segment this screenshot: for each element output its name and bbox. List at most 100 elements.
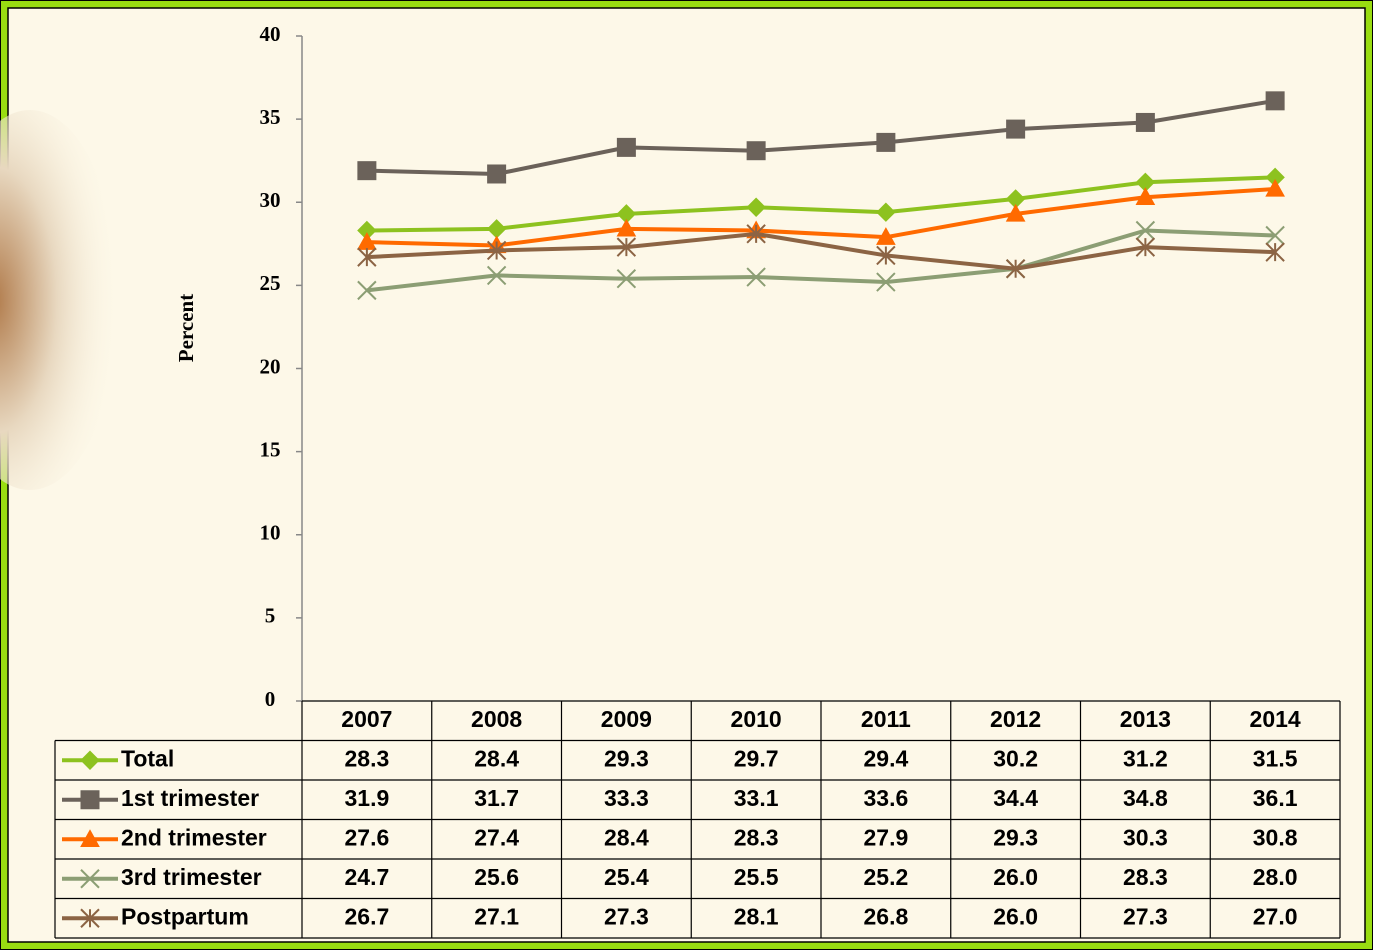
series-line xyxy=(366,175,1276,233)
marker xyxy=(616,218,637,237)
legend-marker xyxy=(80,869,100,889)
marker xyxy=(1265,242,1285,262)
table-value: 27.4 xyxy=(474,824,519,850)
table-value: 28.0 xyxy=(1253,864,1298,890)
y-axis-label: Percent xyxy=(174,294,198,362)
x-tick-label: 2011 xyxy=(861,706,911,732)
legend-label: 3rd trimester xyxy=(121,864,262,890)
y-tick-label: 10 xyxy=(260,521,281,545)
table-value: 28.3 xyxy=(734,824,779,850)
x-tick-label: 2013 xyxy=(1120,706,1171,732)
y-tick-label: 5 xyxy=(265,604,276,628)
table-value: 36.1 xyxy=(1253,785,1298,811)
marker xyxy=(746,197,766,217)
table-value: 29.3 xyxy=(604,745,649,771)
series-line xyxy=(366,186,1276,248)
marker xyxy=(1005,203,1026,222)
marker xyxy=(746,224,766,244)
y-tick-label: 35 xyxy=(260,105,281,129)
legend-marker xyxy=(80,750,100,770)
table-value: 30.3 xyxy=(1123,824,1168,850)
marker xyxy=(876,245,896,266)
table-value: 29.3 xyxy=(993,824,1038,850)
table-value: 28.4 xyxy=(604,824,649,850)
x-tick-label: 2014 xyxy=(1250,706,1301,732)
table-value: 26.0 xyxy=(993,864,1038,890)
table-value: 25.5 xyxy=(734,864,779,890)
legend-marker xyxy=(80,790,100,810)
y-tick-label: 40 xyxy=(260,22,281,46)
marker xyxy=(1135,220,1156,241)
marker xyxy=(357,247,377,267)
series-line xyxy=(366,228,1276,293)
marker xyxy=(1135,112,1155,132)
table-value: 28.1 xyxy=(734,903,779,929)
table-value: 25.6 xyxy=(474,864,519,890)
photo-decoration xyxy=(0,110,120,490)
table-value: 27.3 xyxy=(604,903,649,929)
legend-marker xyxy=(80,908,100,928)
table-value: 26.0 xyxy=(993,903,1038,929)
table-value: 24.7 xyxy=(344,864,389,890)
table-value: 29.7 xyxy=(734,745,779,771)
series-line xyxy=(366,98,1276,176)
table-value: 26.8 xyxy=(863,903,908,929)
table-value: 28.3 xyxy=(1123,864,1168,890)
table-value: 34.8 xyxy=(1123,785,1168,811)
y-tick-label: 0 xyxy=(265,687,276,711)
marker xyxy=(1006,119,1026,139)
legend-label: 2nd trimester xyxy=(121,824,267,850)
table-value: 31.7 xyxy=(474,785,519,811)
marker xyxy=(1265,225,1285,246)
table-value: 33.6 xyxy=(863,785,908,811)
table-value: 25.2 xyxy=(863,864,908,890)
table-value: 27.3 xyxy=(1123,903,1168,929)
marker xyxy=(1265,178,1285,197)
marker xyxy=(486,240,507,261)
table-value: 26.7 xyxy=(344,903,389,929)
y-tick-label: 20 xyxy=(260,354,281,378)
marker xyxy=(1135,187,1156,205)
marker xyxy=(876,132,896,152)
table-value: 27.1 xyxy=(474,903,519,929)
background xyxy=(7,7,1366,943)
marker xyxy=(1005,259,1026,279)
marker xyxy=(876,227,896,245)
table-value: 31.2 xyxy=(1123,745,1168,771)
marker xyxy=(876,202,896,222)
marker xyxy=(357,280,377,301)
x-tick-label: 2012 xyxy=(990,706,1041,732)
table-value: 31.5 xyxy=(1253,745,1298,771)
y-tick-label: 30 xyxy=(260,188,281,212)
marker xyxy=(616,269,637,289)
marker xyxy=(1135,237,1156,257)
table-value: 27.0 xyxy=(1253,903,1298,929)
table-value: 27.6 xyxy=(344,824,389,850)
marker xyxy=(616,237,637,257)
marker xyxy=(487,164,507,184)
legend-label: Postpartum xyxy=(121,903,249,929)
marker xyxy=(1265,91,1285,111)
x-tick-label: 2008 xyxy=(471,706,522,732)
table-value: 29.4 xyxy=(863,745,908,771)
table-value: 27.9 xyxy=(863,824,908,850)
table-value: 33.3 xyxy=(604,785,649,811)
x-tick-label: 2009 xyxy=(601,706,652,732)
series-line xyxy=(366,231,1276,271)
marker xyxy=(746,141,766,161)
table-value: 30.8 xyxy=(1253,824,1298,850)
table-value: 31.9 xyxy=(344,785,389,811)
marker xyxy=(486,265,507,286)
marker xyxy=(616,137,636,157)
y-tick-label: 25 xyxy=(260,271,281,295)
marker xyxy=(876,272,896,292)
table-value: 28.3 xyxy=(344,745,389,771)
y-tick-label: 15 xyxy=(260,437,281,461)
table-value: 25.4 xyxy=(604,864,649,890)
legend-marker xyxy=(80,829,100,847)
table-value: 30.2 xyxy=(993,745,1038,771)
table-value: 33.1 xyxy=(734,785,779,811)
legend-label: Total xyxy=(121,745,174,771)
x-tick-label: 2010 xyxy=(731,706,782,732)
